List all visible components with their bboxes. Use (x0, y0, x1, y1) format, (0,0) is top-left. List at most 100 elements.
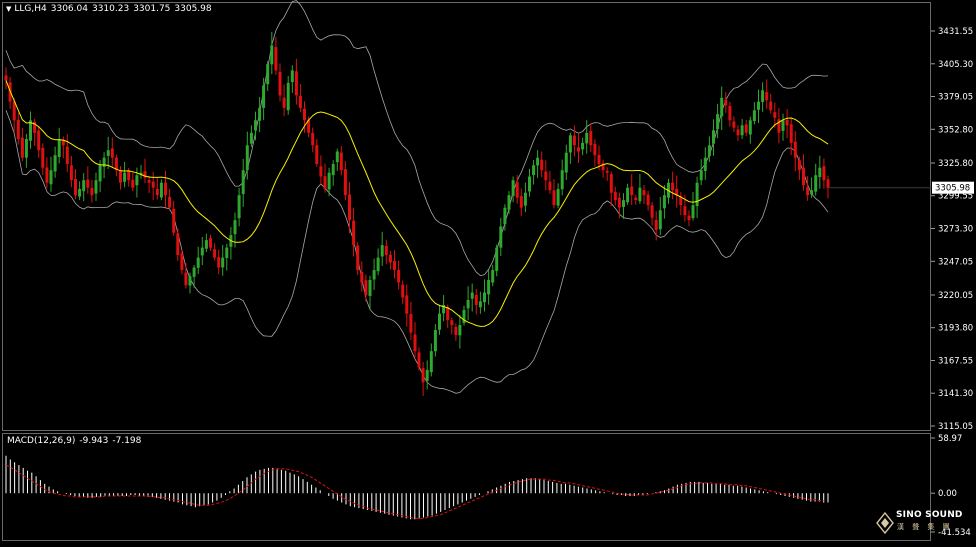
price-tick-label: 3431.55 (938, 27, 973, 37)
candle (814, 163, 818, 196)
price-tick-label: 3299.55 (938, 192, 973, 202)
price-tick-label: 3115.05 (938, 422, 973, 432)
candle (192, 265, 196, 288)
candle (810, 177, 814, 198)
candle (290, 65, 294, 93)
candle (24, 133, 28, 168)
candle (630, 174, 634, 205)
candle (164, 170, 167, 208)
bollinger-upper-band (5, 0, 829, 277)
candle (119, 166, 122, 190)
candle (638, 174, 642, 204)
candle (585, 120, 589, 154)
candle (707, 136, 711, 162)
candle (339, 146, 343, 176)
candle (245, 131, 249, 180)
candle (699, 159, 703, 186)
current-price-badge (932, 181, 974, 194)
macd-tick-label: 58.97 (938, 434, 962, 444)
price-tick-label: 3193.80 (938, 324, 973, 334)
candle (237, 188, 241, 227)
candle (352, 207, 356, 257)
candle (86, 166, 90, 194)
price-tick-label: 3405.30 (938, 60, 973, 70)
candle (605, 167, 609, 181)
candle (519, 188, 523, 216)
candle (773, 102, 777, 128)
candle (159, 179, 163, 201)
candle (818, 155, 822, 189)
macd-tick-label: -41.534 (938, 528, 971, 538)
price-tick-label: 3379.05 (938, 93, 973, 103)
candle (789, 117, 793, 156)
candle (478, 291, 482, 314)
candle (323, 163, 327, 193)
candle (761, 82, 765, 112)
candle (593, 139, 597, 167)
candle (732, 116, 736, 133)
candle (617, 192, 621, 219)
candle (393, 250, 396, 279)
macd-main-value: -9.943 (79, 436, 109, 446)
candle (217, 249, 221, 275)
candle (131, 172, 135, 192)
candle (765, 79, 769, 109)
candle (425, 360, 429, 390)
macd-header: MACD(12,26,9) -9.943 -7.198 (7, 436, 145, 446)
candle (37, 126, 41, 158)
candle (556, 183, 560, 209)
candle (634, 194, 638, 205)
candle (613, 186, 617, 206)
candle (687, 210, 691, 227)
candle (499, 217, 503, 256)
candle (560, 159, 564, 196)
candle (744, 119, 748, 137)
candle (94, 172, 98, 201)
candle (69, 156, 73, 188)
candle (470, 283, 474, 312)
candle (748, 116, 752, 144)
candle (601, 159, 605, 178)
candle (114, 154, 118, 177)
candle (380, 231, 384, 266)
candle (82, 173, 86, 202)
candle (540, 151, 544, 178)
price-tick-label: 3167.55 (938, 357, 973, 367)
candle (781, 113, 785, 141)
price-panel-frame (2, 2, 931, 431)
candle (388, 250, 392, 270)
logo-brand-text: SINO SOUND (896, 510, 963, 520)
candle (495, 244, 499, 277)
candle (777, 108, 781, 144)
candle (384, 239, 388, 264)
candle (483, 279, 486, 312)
low-value: 3301.75 (133, 4, 171, 14)
sino-sound-logo: SINO SOUND 漢 聲 集 團 (876, 510, 972, 538)
candle (360, 261, 364, 292)
candle (572, 125, 576, 157)
candle (172, 200, 176, 236)
candle (409, 301, 413, 340)
candle (278, 63, 282, 102)
candle (491, 264, 495, 287)
candle (315, 139, 319, 167)
dropdown-triangle-icon[interactable]: ▼ (6, 5, 12, 13)
candle (626, 183, 630, 205)
candle (822, 158, 826, 189)
candle (74, 169, 77, 200)
candle (429, 343, 433, 377)
candle (797, 156, 801, 180)
candle (221, 244, 225, 276)
candle (401, 280, 405, 305)
candle (274, 37, 278, 75)
candle (4, 67, 8, 90)
candle (49, 156, 53, 192)
candle (368, 275, 372, 309)
candle (785, 109, 789, 138)
candle (691, 192, 695, 221)
candle (331, 160, 335, 186)
candle (65, 134, 69, 172)
candle (511, 176, 515, 203)
